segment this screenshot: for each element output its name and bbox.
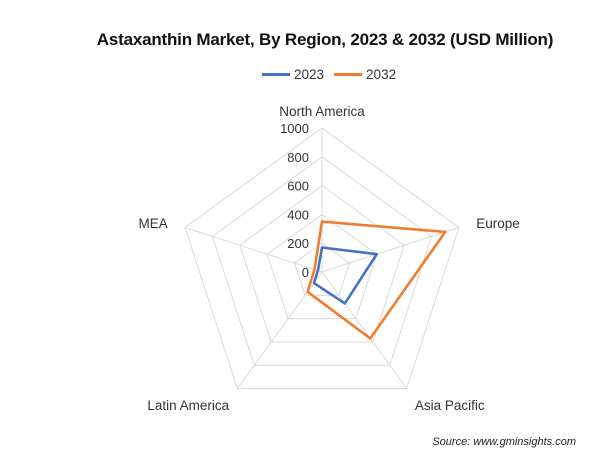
tick-label: 600 xyxy=(287,179,309,194)
series-line-2023 xyxy=(312,246,379,305)
legend: 2023 2032 xyxy=(262,67,396,82)
category-label: Asia Pacific xyxy=(415,398,485,413)
series-line-2032 xyxy=(306,220,447,340)
legend-label-2032: 2032 xyxy=(366,67,397,82)
grid-ring xyxy=(266,213,378,320)
grid-spoke xyxy=(321,227,460,273)
grid-ring xyxy=(184,127,460,389)
legend-item-2032: 2032 xyxy=(334,67,396,82)
legend-swatch-2032 xyxy=(334,73,363,76)
tick-label: 1000 xyxy=(280,121,309,136)
grid-ring xyxy=(294,242,350,296)
grid-spoke xyxy=(321,271,408,389)
legend-label-2023: 2023 xyxy=(294,67,325,82)
chart-title: Astaxanthin Market, By Region, 2023 & 20… xyxy=(96,30,554,49)
category-label: Latin America xyxy=(147,398,229,413)
category-label: MEA xyxy=(138,216,167,231)
grid-ring xyxy=(211,156,433,366)
legend-swatch-2023 xyxy=(262,73,290,76)
tick-label: 200 xyxy=(287,236,309,251)
grid-spoke xyxy=(184,227,323,273)
tick-label: 400 xyxy=(287,207,309,222)
category-label: Europe xyxy=(476,216,520,231)
tick-label: 0 xyxy=(302,265,309,280)
legend-item-2023: 2023 xyxy=(262,67,324,82)
category-label: North America xyxy=(279,104,365,119)
grid-ring xyxy=(239,184,405,343)
source-note: Source: www.gminsights.com xyxy=(432,436,576,448)
tick-label: 800 xyxy=(287,150,309,165)
